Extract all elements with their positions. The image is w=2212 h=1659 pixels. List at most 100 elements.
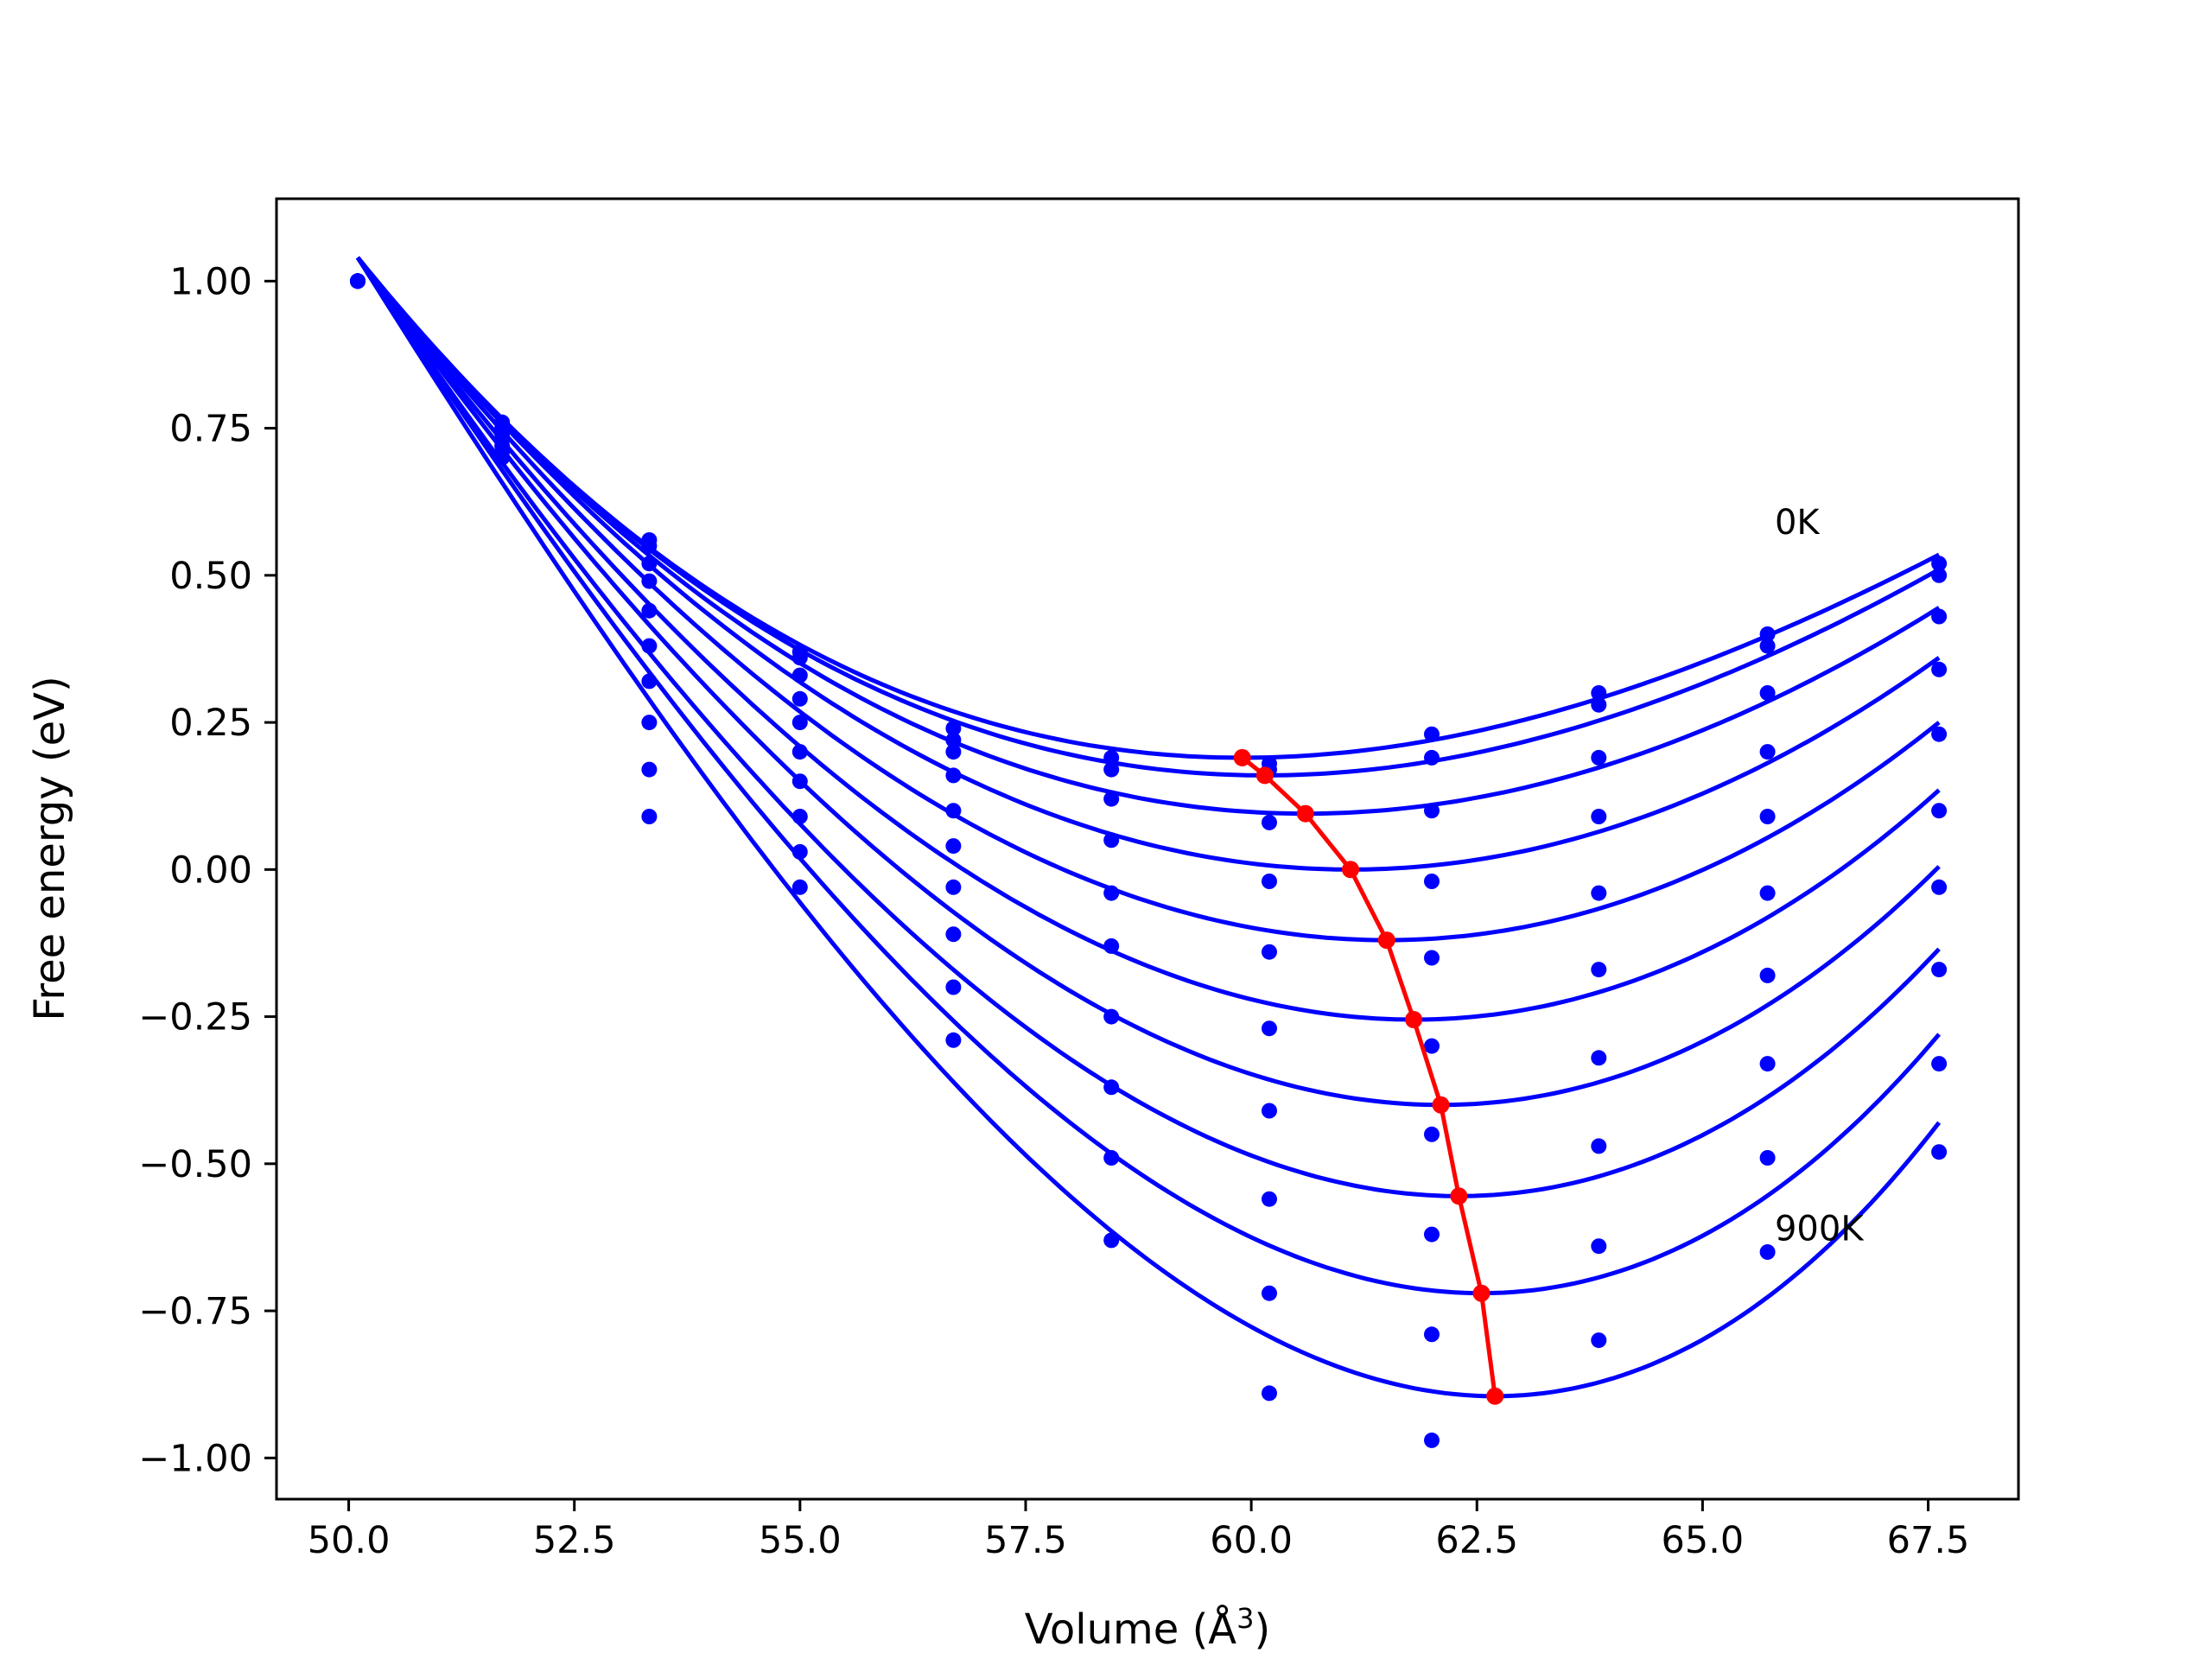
data-point xyxy=(1591,696,1607,713)
minimum-point xyxy=(1405,1011,1423,1028)
fit-curves xyxy=(355,256,1942,1399)
data-point xyxy=(1103,1150,1120,1166)
plot-frame xyxy=(275,197,2020,1501)
data-point xyxy=(1759,885,1776,901)
minimum-point xyxy=(1472,1284,1491,1302)
data-point xyxy=(1931,661,1948,677)
data-point xyxy=(1424,874,1440,889)
data-point xyxy=(641,809,658,824)
data-point xyxy=(1931,567,1948,583)
data-point xyxy=(1931,803,1948,819)
x-axis: 50.0 52.5 55.0 57.5 60.0 62.5 65.0 67.5 xyxy=(308,1499,1970,1562)
minimum-point xyxy=(1342,861,1359,879)
x-tick-label: 55.0 xyxy=(759,1519,842,1562)
data-point xyxy=(945,803,962,819)
data-point xyxy=(1591,1238,1607,1255)
data-point xyxy=(1424,950,1440,966)
y-axis-label: Free energy (eV) xyxy=(26,676,74,1020)
fit-curve-4 xyxy=(356,256,1941,943)
fit-curve-8 xyxy=(355,256,1941,1296)
data-point xyxy=(1759,744,1776,760)
minimum-point xyxy=(1233,748,1251,766)
data-point xyxy=(1759,1244,1776,1260)
data-point xyxy=(791,667,808,683)
data-point xyxy=(1759,1056,1776,1072)
data-point xyxy=(1591,749,1607,766)
data-point xyxy=(945,732,962,748)
fit-curve-6 xyxy=(355,256,1941,1108)
data-point xyxy=(791,773,808,790)
y-tick-label: −0.25 xyxy=(138,996,252,1039)
y-tick-label: 0.75 xyxy=(169,408,252,451)
data-point xyxy=(1424,1038,1440,1054)
data-point xyxy=(1931,962,1948,978)
y-tick-label: −0.50 xyxy=(138,1143,252,1186)
data-point xyxy=(641,556,658,572)
fit-curve-5 xyxy=(355,256,1941,1022)
x-axis-label: Volume (Å3) xyxy=(1025,1602,1270,1654)
data-point xyxy=(494,449,511,466)
data-point xyxy=(945,744,962,760)
data-point xyxy=(1103,1232,1120,1249)
temperature-annotation: 900K xyxy=(1775,1209,1865,1249)
data-point xyxy=(1103,1079,1120,1096)
data-point xyxy=(1103,761,1120,778)
data-point xyxy=(1759,809,1776,824)
minimum-point xyxy=(1377,931,1395,950)
data-point xyxy=(1262,1285,1277,1301)
data-point xyxy=(641,761,658,778)
fit-curve-2 xyxy=(356,256,1941,817)
data-point xyxy=(1103,1008,1120,1025)
data-point xyxy=(945,879,962,895)
data-point xyxy=(1424,1326,1440,1343)
data-point xyxy=(1103,938,1120,954)
data-point xyxy=(1103,885,1120,901)
minimum-point xyxy=(1450,1187,1468,1205)
data-point xyxy=(945,1032,962,1048)
data-points xyxy=(350,273,1948,1448)
data-point xyxy=(791,744,808,760)
data-point xyxy=(791,843,808,860)
fit-curve-7 xyxy=(355,256,1941,1198)
y-tick-label: 1.00 xyxy=(169,260,252,303)
data-point xyxy=(350,273,365,289)
minimum-point xyxy=(1486,1387,1504,1405)
minimum-volume-line xyxy=(1241,755,1497,1397)
data-point xyxy=(1759,638,1776,654)
data-point xyxy=(945,767,962,784)
data-point xyxy=(945,838,962,855)
data-point xyxy=(1931,726,1948,742)
data-point xyxy=(1591,809,1607,824)
data-point xyxy=(1591,962,1607,978)
data-point xyxy=(1591,1332,1607,1349)
data-point xyxy=(791,715,808,731)
data-point xyxy=(1931,879,1948,895)
data-point xyxy=(1591,1050,1607,1066)
x-tick-label: 67.5 xyxy=(1887,1519,1970,1562)
data-point xyxy=(1262,1103,1277,1119)
x-tick-label: 60.0 xyxy=(1210,1519,1293,1562)
data-point xyxy=(641,573,658,589)
data-point xyxy=(1931,1144,1948,1160)
data-point xyxy=(1424,803,1440,819)
data-point xyxy=(1262,1385,1277,1402)
data-point xyxy=(1262,944,1277,960)
data-point xyxy=(791,690,808,707)
data-point xyxy=(1931,608,1948,625)
data-point xyxy=(641,673,658,690)
data-point xyxy=(1424,1226,1440,1243)
data-point xyxy=(1759,1150,1776,1166)
data-point xyxy=(1262,1020,1277,1037)
data-point xyxy=(1931,556,1948,572)
data-point xyxy=(791,650,808,666)
data-point xyxy=(1103,791,1120,807)
data-point xyxy=(1931,1056,1948,1072)
data-point xyxy=(1424,1126,1440,1142)
data-point xyxy=(1424,726,1440,742)
data-point xyxy=(1262,814,1277,830)
data-point xyxy=(1591,685,1607,701)
y-axis: 1.00 0.75 0.50 0.25 0.00 −0.25 −0.50 −0.75 −1.00 xyxy=(138,260,276,1480)
data-point xyxy=(1103,832,1120,849)
data-point xyxy=(1262,1191,1277,1207)
